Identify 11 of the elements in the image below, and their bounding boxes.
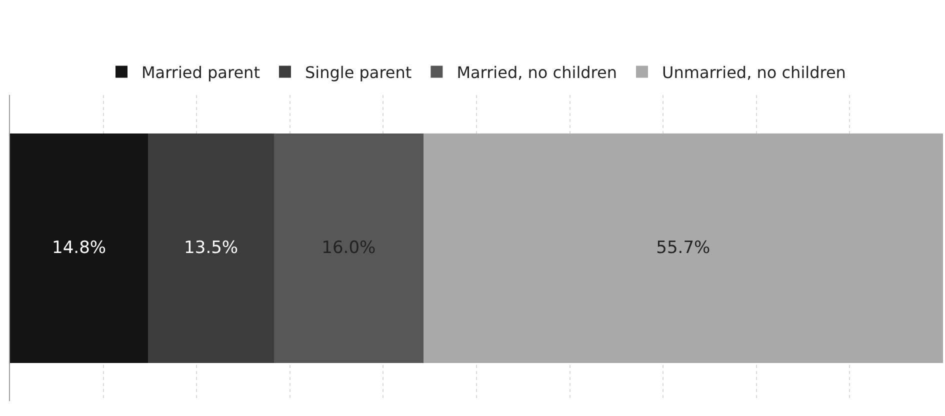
legend-label: Unmarried, no children — [662, 63, 846, 82]
bar — [423, 133, 943, 363]
data-label: 14.8% — [52, 238, 106, 258]
legend-label: Married, no children — [456, 63, 617, 82]
data-label: 55.7% — [656, 238, 710, 258]
bar — [148, 133, 274, 363]
legend-label: Single parent — [304, 63, 412, 82]
bar — [10, 133, 148, 363]
bar — [274, 133, 424, 363]
legend-label: Married parent — [142, 63, 260, 82]
data-label: 13.5% — [184, 238, 238, 258]
